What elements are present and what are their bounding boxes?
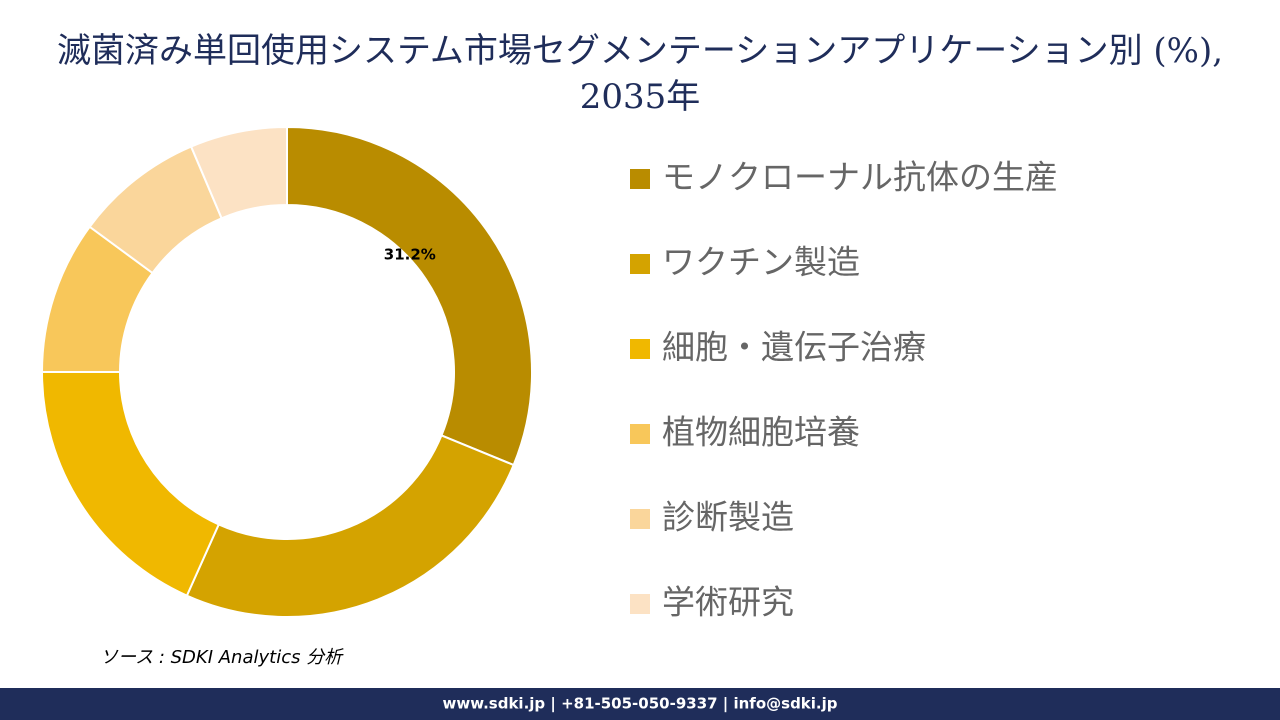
donut-slice (286, 125, 533, 467)
footer: www.sdki.jp | +81-505-050-9337 | info@sd… (442, 695, 837, 714)
source: ソース : SDKI Analytics 分析 (100, 647, 344, 668)
legend-label: 学術研究 (662, 583, 794, 622)
legend-label: 植物細胞培養 (662, 413, 860, 452)
legend-swatch (630, 424, 650, 444)
legend-swatch (630, 509, 650, 529)
donut-slice (185, 434, 515, 618)
chart-title: 滅菌済み単回使用システム市場セグメンテーションアプリケーション別 (%), 20… (56, 31, 1224, 117)
legend-label: モノクローナル抗体の生産 (662, 158, 1058, 197)
data-label: 31.2% (384, 245, 436, 263)
footer-bar (0, 688, 1280, 720)
legend-label: 細胞・遺伝子治療 (662, 328, 926, 367)
donut-slice (189, 125, 288, 220)
donut-slice (40, 371, 221, 597)
legend-swatch (630, 594, 650, 614)
legend-swatch (630, 169, 650, 189)
legend-label: ワクチン製造 (662, 243, 860, 282)
legend-swatch (630, 339, 650, 359)
legend-swatch (630, 254, 650, 274)
legend-label: 診断製造 (662, 498, 794, 537)
